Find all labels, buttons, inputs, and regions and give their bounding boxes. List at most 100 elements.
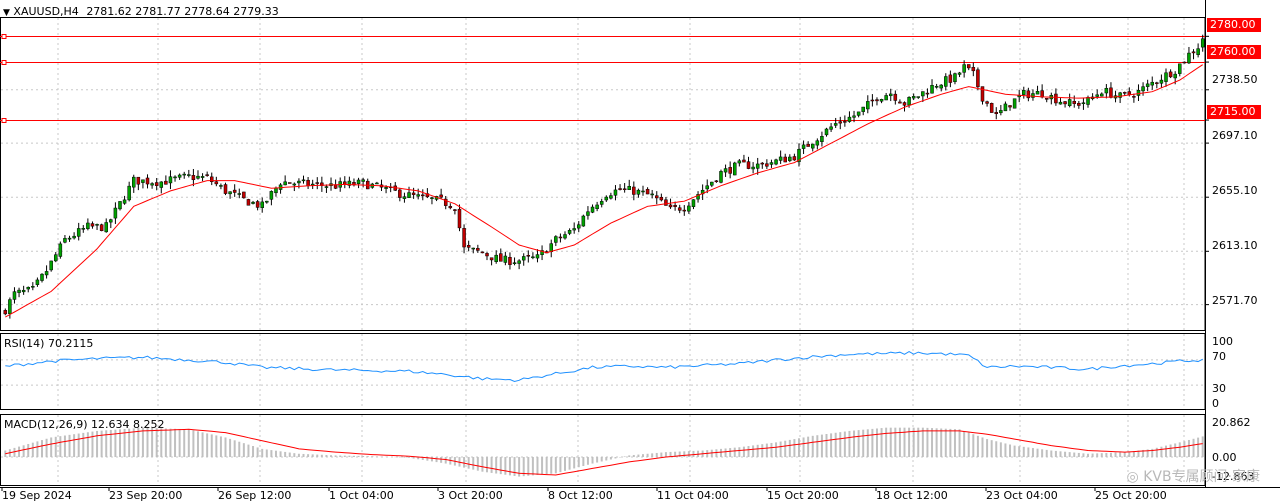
candle-body [485, 253, 489, 257]
candle-body [856, 111, 861, 116]
candle-body [196, 175, 200, 179]
candle-body [1164, 72, 1168, 82]
candle-body [315, 182, 320, 184]
candle-body [49, 260, 53, 271]
candle-body [1173, 73, 1177, 79]
candle-body [499, 253, 503, 262]
candle-body [164, 180, 168, 185]
candle-body [645, 188, 650, 195]
candle-body [714, 180, 719, 183]
rsi-line [5, 351, 1203, 383]
candle-body [558, 236, 563, 239]
candle-body [31, 286, 35, 288]
candle-body [471, 247, 475, 250]
watermark: ◎ KVB专属顾问·家康 [1127, 466, 1260, 486]
candle-body [494, 254, 498, 262]
candle-body [1109, 87, 1113, 98]
candle-body [150, 183, 154, 186]
price-level-2780[interactable]: 2780.00 [1207, 18, 1261, 32]
candle-body [168, 176, 173, 184]
symbol-header: ▼ XAUUSD,H4 2781.62 2781.77 2778.64 2779… [3, 5, 279, 18]
candle-body [921, 91, 925, 97]
macd-title: MACD(12,26,9) 12.634 8.252 [4, 418, 165, 431]
rsi-title: RSI(14) 70.2115 [4, 337, 94, 350]
dropdown-triangle-icon[interactable]: ▼ [3, 8, 10, 18]
main-pane-frame [0, 17, 1206, 331]
candle-body [994, 112, 999, 114]
candle-body [1141, 86, 1145, 92]
candle-body [132, 176, 136, 188]
candle-body [214, 181, 219, 185]
candle-body [512, 262, 517, 264]
candle-body [462, 228, 466, 248]
candle-body [911, 96, 916, 99]
candle-body [632, 186, 636, 195]
candle-body [118, 201, 122, 210]
candle-body [416, 194, 420, 197]
candle-body [1122, 92, 1127, 94]
candle-body [728, 167, 732, 174]
weibo-logo-icon: ◎ [1126, 469, 1139, 485]
candle-body [852, 115, 856, 118]
candle-body [1187, 52, 1191, 64]
time-tick-label: 19 Sep 2024 [2, 489, 72, 502]
time-tick-label: 1 Oct 04:00 [329, 489, 394, 502]
time-tick-label: 18 Oct 12:00 [876, 489, 948, 502]
macd-tick-label: 0.00 [1212, 451, 1237, 464]
candle-body [563, 234, 567, 239]
candle-body [476, 248, 480, 251]
candle-body [1035, 91, 1040, 95]
candle-body [86, 222, 90, 229]
symbol-label: XAUUSD,H4 [13, 5, 79, 18]
candle-body [265, 200, 269, 203]
candle-body [1191, 51, 1196, 54]
candle-body [682, 209, 687, 212]
candle-body [1132, 96, 1136, 98]
candle-body [1072, 101, 1076, 104]
candle-body [187, 174, 191, 176]
price-level-2715[interactable]: 2715.00 [1207, 105, 1261, 119]
candle-body [760, 162, 765, 165]
candle-body [765, 163, 769, 167]
candle-body [1067, 99, 1072, 106]
candle-body [751, 166, 755, 170]
candle-body [1104, 88, 1109, 94]
candle-body [783, 156, 787, 163]
candle-body [875, 99, 879, 102]
candle-body [806, 143, 810, 147]
candle-body [306, 179, 310, 187]
candle-body [535, 254, 540, 259]
candle-body [95, 224, 99, 226]
candle-body [774, 159, 778, 165]
candle-body [971, 67, 976, 72]
level-anchor-marker [1, 60, 7, 65]
candle-body [742, 159, 746, 163]
price-level-2760[interactable]: 2760.00 [1207, 45, 1261, 59]
candle-body [274, 187, 278, 194]
candle-body [898, 101, 902, 104]
candle-body [820, 136, 824, 142]
candle-body [526, 255, 531, 257]
candle-body [154, 182, 159, 186]
candle-body [113, 207, 118, 219]
candle-body [989, 103, 994, 113]
candle-body [792, 156, 797, 161]
candle-body [797, 148, 801, 163]
rsi-tick-label: 100 [1212, 335, 1233, 348]
candle-body [297, 180, 301, 184]
candle-body [1145, 83, 1150, 87]
candle-body [1040, 90, 1044, 98]
candle-body [1003, 103, 1008, 112]
candle-body [622, 188, 627, 191]
candle-body [269, 191, 274, 200]
candle-body [127, 185, 131, 201]
candle-body [242, 191, 246, 199]
candle-body [540, 250, 544, 255]
price-tick-label: 2571.70 [1212, 294, 1258, 307]
candle-body [815, 140, 820, 146]
candle-body [324, 186, 329, 188]
candle-body [508, 257, 512, 265]
candle-body [439, 194, 443, 198]
candle-body [489, 257, 494, 261]
